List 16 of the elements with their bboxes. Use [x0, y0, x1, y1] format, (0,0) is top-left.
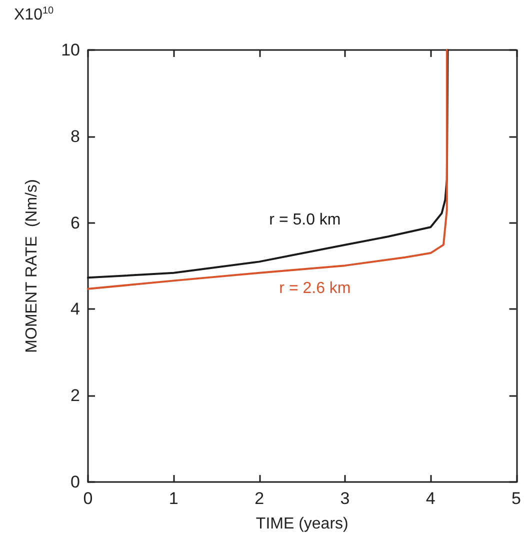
y-tick-label: 6 [70, 213, 80, 232]
y-tick-label: 2 [70, 386, 80, 406]
x-tick-label: 1 [168, 489, 178, 508]
y-tick-label: 0 [70, 472, 80, 492]
series-label: r = 5.0 km [269, 211, 341, 228]
y-tick-label: 8 [70, 126, 80, 146]
y-tick-label: 4 [70, 300, 80, 319]
x-tick-label: 5 [512, 489, 522, 508]
x-axis-title: TIME (years) [256, 516, 348, 532]
x-tick-label: 4 [426, 489, 436, 508]
x-tick-label: 0 [83, 489, 93, 508]
x-tick-label: 2 [254, 489, 264, 508]
x-tick-label: 3 [340, 489, 350, 508]
y-tick-label: 10 [61, 40, 80, 60]
y-axis-title: MOMENT RATE (Nm/s) [24, 179, 40, 353]
series-label: r = 2.6 km [279, 280, 351, 298]
